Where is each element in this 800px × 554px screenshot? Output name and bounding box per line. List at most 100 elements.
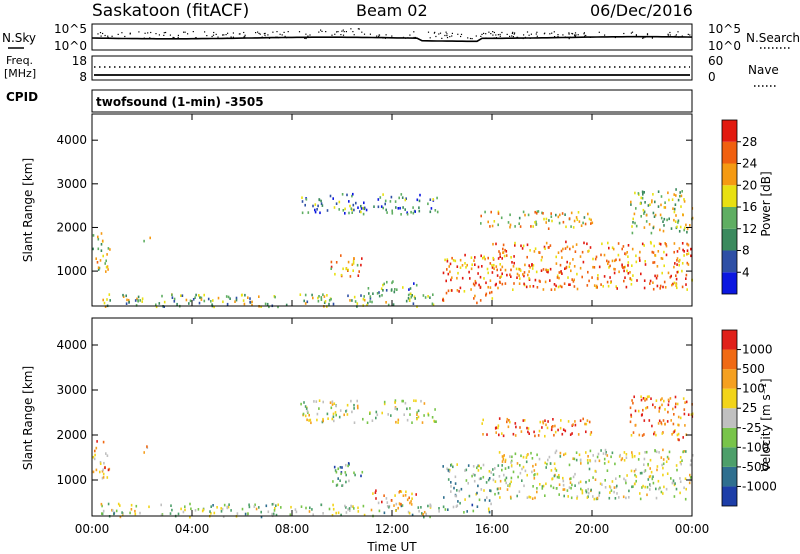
range-cell — [590, 222, 592, 225]
range-cell — [570, 477, 572, 480]
noise-search-dot — [284, 35, 286, 37]
range-cell — [308, 510, 311, 513]
range-cell — [593, 497, 596, 501]
range-cell — [558, 483, 561, 486]
range-cell — [525, 460, 528, 464]
beam-title: Beam 02 — [356, 1, 428, 20]
range-cell — [309, 418, 312, 422]
range-cell — [672, 282, 674, 286]
range-cell — [570, 496, 573, 500]
range-cell — [516, 276, 518, 279]
range-cell — [102, 472, 105, 476]
range-cell — [399, 490, 401, 493]
range-cell — [467, 482, 469, 485]
range-cell — [134, 299, 137, 302]
range-cell — [657, 479, 660, 483]
range-cell — [241, 507, 244, 511]
range-cell — [519, 464, 521, 467]
y-tick-label: 2000 — [56, 220, 87, 234]
range-cell — [353, 295, 356, 299]
range-cell — [351, 410, 353, 414]
range-cell — [447, 289, 450, 293]
range-cell — [340, 472, 342, 476]
range-cell — [360, 294, 362, 297]
noise-search-dot — [574, 35, 576, 37]
range-cell — [353, 407, 355, 410]
range-cell — [346, 403, 349, 407]
range-cell — [272, 512, 275, 516]
range-cell — [135, 504, 138, 508]
range-cell — [553, 462, 556, 465]
noise-search-dot — [391, 35, 393, 37]
range-cell — [642, 193, 644, 196]
range-cell — [499, 496, 501, 499]
range-cell — [558, 493, 560, 496]
range-cell — [670, 274, 672, 278]
range-cell — [466, 263, 468, 267]
noise-search-dot — [211, 35, 213, 38]
range-cell — [198, 301, 201, 305]
noise-search-dot — [318, 31, 320, 33]
range-cell — [389, 200, 392, 203]
range-cell — [509, 213, 511, 217]
noise-search-dot — [490, 33, 492, 35]
range-cell — [330, 267, 332, 270]
range-cell — [687, 263, 690, 266]
range-cell — [557, 428, 559, 432]
colorbar-swatch — [722, 163, 737, 186]
velocity-ylabel: Slant Range [km] — [21, 366, 35, 470]
range-cell — [304, 405, 307, 408]
noise-search-dot — [144, 32, 146, 34]
range-cell — [596, 455, 599, 459]
range-cell — [663, 206, 666, 209]
range-cell — [533, 430, 535, 434]
range-cell — [420, 506, 422, 509]
range-cell — [521, 479, 523, 482]
range-cell — [654, 254, 656, 257]
range-cell — [654, 449, 656, 453]
range-cell — [601, 242, 603, 246]
range-cell — [95, 468, 98, 472]
range-cell — [681, 285, 684, 289]
range-cell — [369, 412, 371, 415]
range-cell — [405, 197, 407, 200]
noise-search-dot — [483, 32, 485, 34]
range-cell — [559, 284, 562, 288]
range-cell — [649, 474, 652, 478]
range-cell — [635, 260, 638, 264]
range-cell — [422, 294, 425, 297]
range-cell — [486, 496, 488, 499]
range-cell — [686, 252, 688, 256]
noise-search-dot — [117, 33, 119, 35]
range-cell — [200, 296, 203, 300]
range-cell — [638, 256, 641, 260]
range-cell — [386, 280, 388, 284]
range-cell — [643, 244, 645, 247]
range-cell — [480, 488, 483, 491]
range-cell — [442, 298, 444, 302]
range-cell — [456, 504, 459, 507]
range-cell — [642, 484, 644, 488]
range-cell — [666, 455, 669, 459]
colorbar-tick-label: 1000 — [742, 343, 773, 357]
range-cell — [304, 414, 307, 418]
range-cell — [538, 279, 541, 283]
range-cell — [588, 279, 590, 283]
range-cell — [652, 287, 655, 291]
range-cell — [130, 503, 133, 507]
range-cell — [96, 261, 99, 264]
range-cell — [95, 446, 98, 450]
range-cell — [674, 203, 677, 206]
range-cell — [562, 476, 564, 480]
colorbar-swatch — [722, 141, 737, 164]
noise-search-dot — [669, 34, 671, 36]
range-cell — [618, 496, 620, 499]
range-cell — [613, 490, 615, 494]
range-cell — [593, 266, 596, 269]
range-cell — [678, 263, 680, 267]
range-cell — [544, 280, 547, 284]
range-cell — [458, 489, 461, 493]
range-cell — [507, 221, 510, 224]
noise-search-dot — [155, 33, 157, 35]
freq-left-tick-bottom: 8 — [79, 70, 87, 84]
